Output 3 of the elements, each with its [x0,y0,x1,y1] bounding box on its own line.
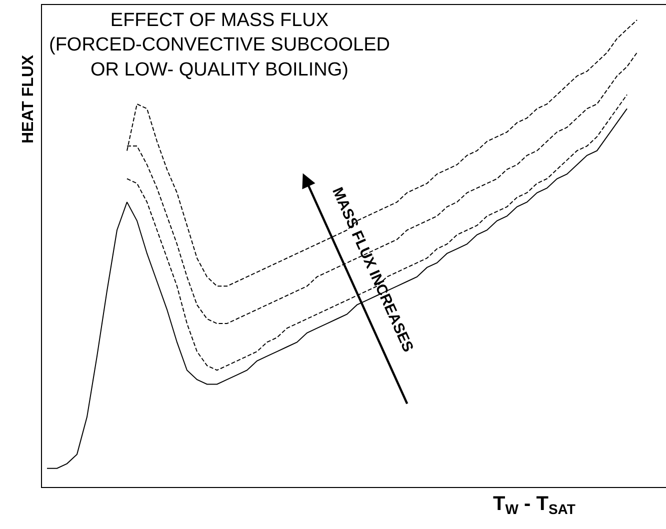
text: EFFECT OF MASS FLUX (FORCED-CONVECTIVE SUBCOOLED OR LOW- QUALITY BOILING) [49,10,390,80]
x-axis-title: T$_{W}$ - T$_{SAT}$ [493,493,576,518]
y-axis-title: HEAT FLUX [20,54,38,144]
